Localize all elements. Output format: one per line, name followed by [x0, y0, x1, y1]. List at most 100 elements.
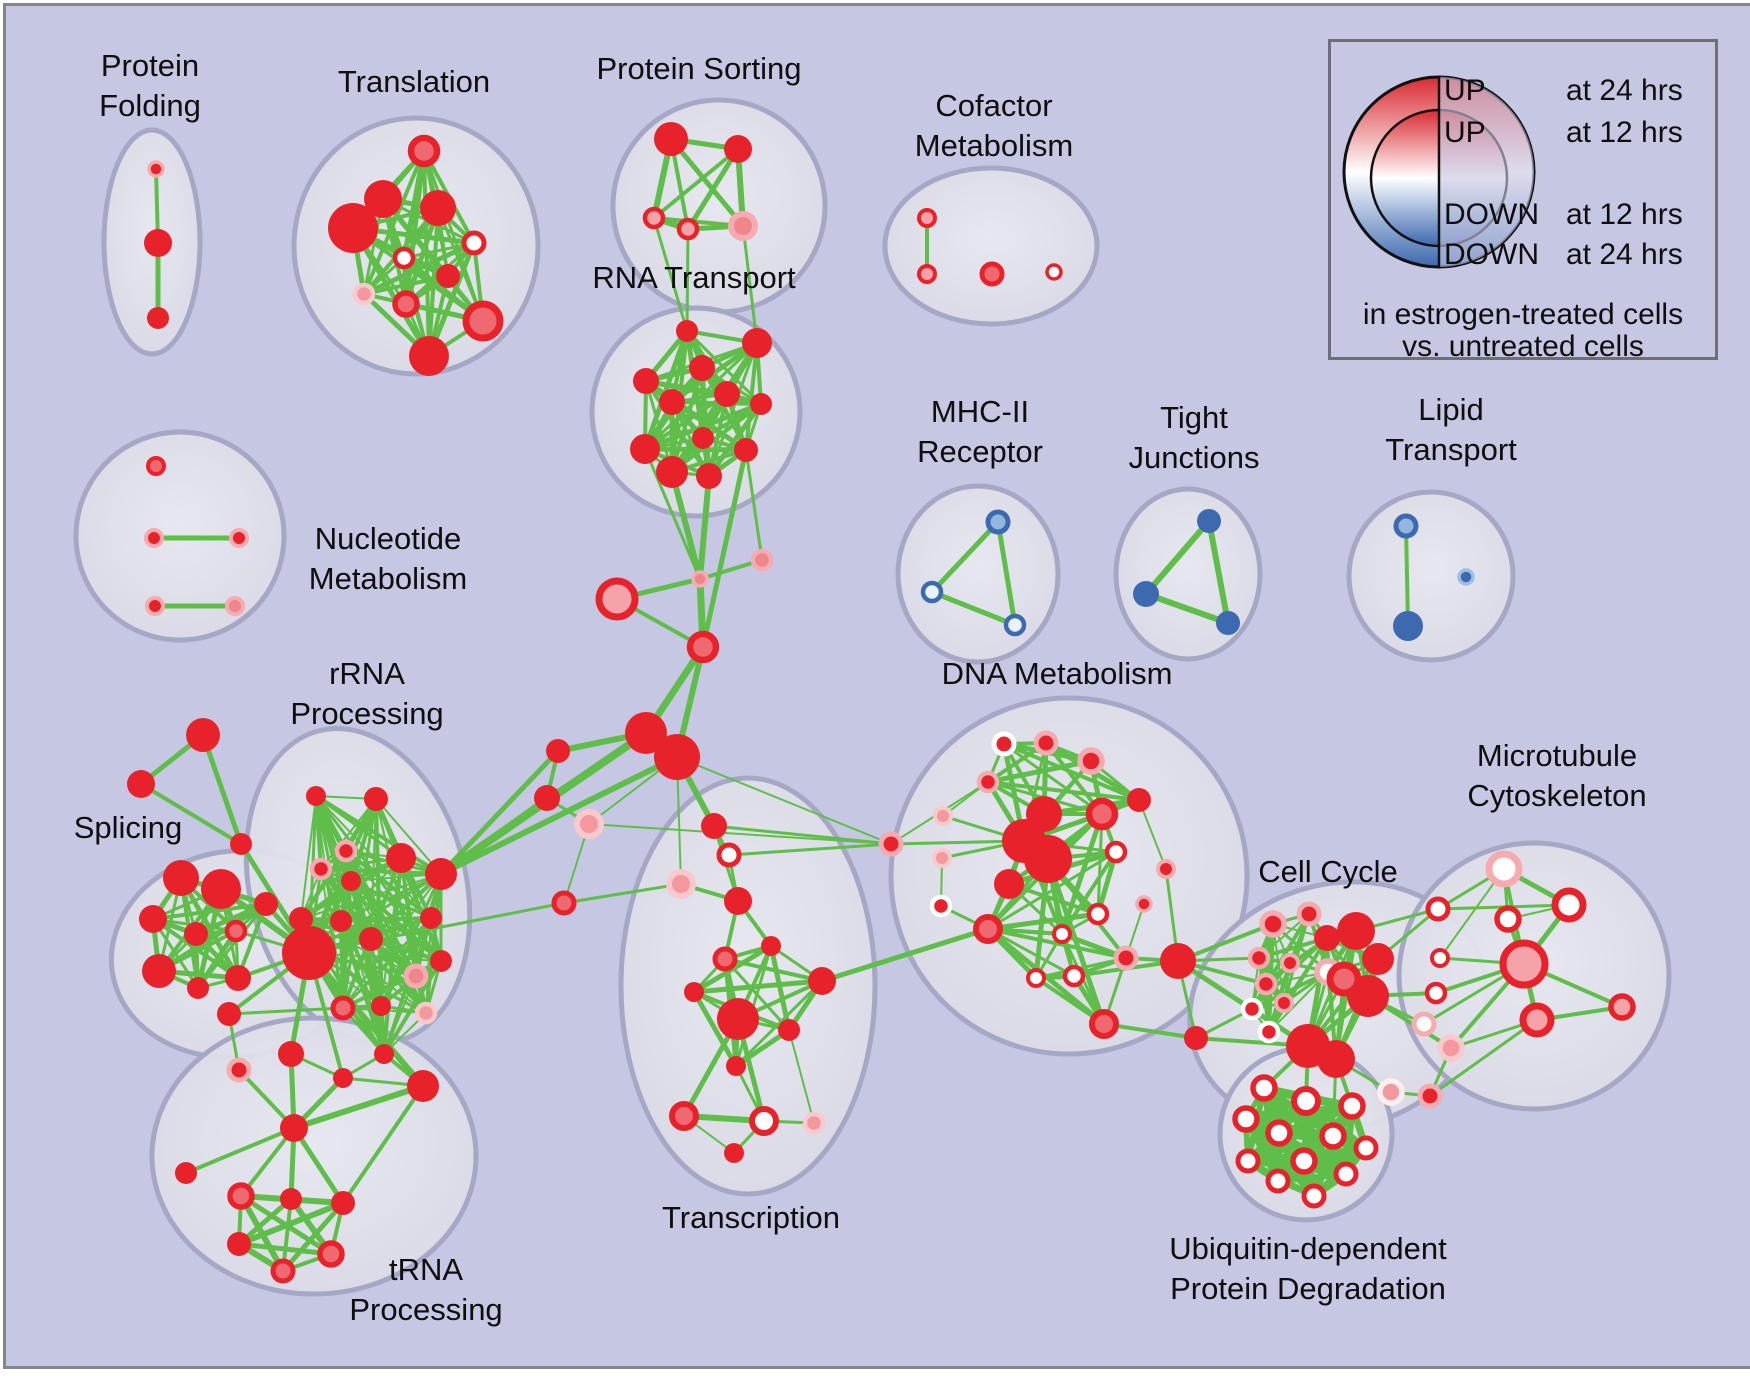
- cluster-ellipse-cofactor-metabolism: [882, 165, 1100, 327]
- gene-node-tx10: [726, 1056, 746, 1076]
- edge-la2-b0: [588, 823, 892, 845]
- cluster-label-microtubule-cytoskeleton: Microtubule Cytoskeleton: [1467, 736, 1646, 816]
- gene-node-t7: [352, 282, 376, 306]
- gene-node-rt5: [714, 381, 740, 407]
- gene-node-tx12: [749, 1106, 779, 1136]
- cluster-label-line: Lipid: [1418, 392, 1484, 427]
- cluster-label-line: Nucleotide: [314, 521, 462, 556]
- edge-tg1-tg2: [139, 782, 243, 846]
- gene-node-tj1: [1133, 581, 1159, 607]
- gene-node-rr6: [425, 858, 457, 890]
- network-nodes: [127, 122, 1636, 1284]
- edge-la0-rr6: [438, 748, 561, 877]
- cluster-label-line: Processing: [290, 696, 444, 731]
- edge-sp5-sp6: [156, 901, 269, 974]
- gene-node-rr11: [430, 950, 452, 972]
- gene-node-tx13: [802, 1111, 826, 1135]
- cluster-label-line: Ubiquitin-dependent: [1169, 1231, 1447, 1266]
- edge-tx5-tx9: [723, 957, 791, 1032]
- gene-node-h0: [625, 712, 667, 754]
- gene-node-ub2: [1338, 1092, 1366, 1120]
- cluster-label-line: Protein Sorting: [596, 51, 802, 86]
- gene-node-rr15: [414, 1001, 438, 1025]
- edge-cc4-cc7: [1250, 970, 1330, 1011]
- cluster-label-line: Protein Degradation: [1170, 1271, 1446, 1306]
- gene-node-tj0: [1197, 509, 1221, 533]
- gene-node-sp6: [142, 954, 176, 988]
- gene-node-dnC: [1024, 835, 1072, 883]
- gene-node-lp1: [1393, 611, 1423, 641]
- edge-rt6-rt11: [706, 401, 764, 479]
- gene-node-ti0: [175, 1162, 197, 1184]
- gene-node-n3: [145, 596, 165, 616]
- gene-node-dn6: [1085, 797, 1119, 831]
- gene-node-rt3: [689, 355, 715, 381]
- gene-node-pf0: [147, 160, 165, 178]
- gene-node-ov1: [1424, 981, 1448, 1005]
- gene-node-rr4: [341, 871, 361, 891]
- gene-node-mt5: [1608, 993, 1636, 1021]
- gene-node-pf2: [147, 307, 169, 329]
- edge-m1-m2: [929, 589, 1018, 628]
- edge-rt5-rt8: [643, 392, 729, 451]
- edge-ov5-mt4: [1428, 1018, 1539, 1098]
- gene-node-t6: [436, 264, 460, 288]
- gene-node-b0: [878, 831, 904, 857]
- gene-node-la1: [534, 785, 560, 811]
- gene-node-mt6: [1430, 948, 1450, 968]
- gene-node-cc2: [1247, 946, 1271, 970]
- gene-node-t3: [420, 190, 456, 226]
- legend-row4-direction: DOWN: [1444, 238, 1539, 271]
- edge-ps0-ps4: [668, 136, 746, 229]
- gene-node-rt10: [656, 456, 688, 488]
- cluster-ellipse-lipid-transport: [1346, 489, 1516, 663]
- edge-dn18-dnC: [1045, 856, 1107, 1027]
- edge-rr0-rr10: [300, 795, 317, 920]
- gene-node-rr13: [330, 995, 356, 1021]
- edge-tx6-tx7: [691, 978, 825, 995]
- edge-cc8-cc9: [1267, 936, 1329, 1034]
- gene-node-hx3: [227, 1232, 251, 1256]
- gene-node-tx9: [778, 1019, 800, 1041]
- cluster-label-splicing: Splicing: [74, 808, 183, 848]
- gene-node-m2: [1003, 613, 1027, 637]
- gene-node-mt4: [1519, 1002, 1555, 1038]
- gene-node-cc1: [1296, 901, 1322, 927]
- cluster-label-mhc-ii-receptor: MHC-II Receptor: [917, 392, 1043, 472]
- gene-node-dn3: [976, 770, 1000, 794]
- gene-node-tg0: [186, 718, 220, 752]
- edge-rt9-j2: [744, 448, 764, 562]
- edge-tx9-tx13: [788, 1029, 815, 1124]
- gene-node-ps0: [654, 122, 688, 156]
- gene-node-ps1: [724, 135, 752, 163]
- edge-lp0-lp1: [1404, 524, 1410, 628]
- gene-node-t1: [328, 203, 378, 253]
- gene-node-ub11: [1301, 1183, 1327, 1209]
- cluster-label-line: DNA Metabolism: [941, 656, 1173, 691]
- legend-row4-time: at 24 hrs: [1566, 238, 1683, 271]
- gene-node-tx11: [669, 1101, 699, 1131]
- cluster-label-line: Cytoskeleton: [1467, 778, 1647, 813]
- gene-node-ub10: [1265, 1168, 1291, 1194]
- gene-node-tx8: [717, 998, 759, 1040]
- gene-node-rr9: [359, 927, 383, 951]
- edge-rt6-rt10: [670, 402, 763, 474]
- gene-node-sp2: [139, 905, 167, 933]
- gene-node-la3: [551, 890, 577, 916]
- gene-node-ps3: [676, 217, 700, 241]
- gene-node-br1: [1160, 943, 1196, 979]
- gene-node-br2: [1184, 1026, 1208, 1050]
- gene-node-n4: [225, 596, 245, 616]
- gene-node-m1: [920, 580, 944, 604]
- edge-ps1-ps2: [652, 147, 740, 220]
- gene-node-lp0: [1393, 513, 1419, 539]
- gene-node-t0: [407, 134, 441, 168]
- gene-node-cc3: [1280, 953, 1300, 973]
- legend-row3-time: at 12 hrs: [1566, 198, 1683, 231]
- edge-tx7-dn12: [819, 926, 991, 984]
- gene-node-ps4: [728, 211, 758, 241]
- gene-node-tx3: [724, 887, 752, 915]
- cluster-label-ubiquitin-degradation: Ubiquitin-dependent Protein Degradation: [1169, 1229, 1447, 1309]
- gene-node-ub4: [1265, 1119, 1293, 1147]
- gene-node-sp3: [184, 922, 208, 946]
